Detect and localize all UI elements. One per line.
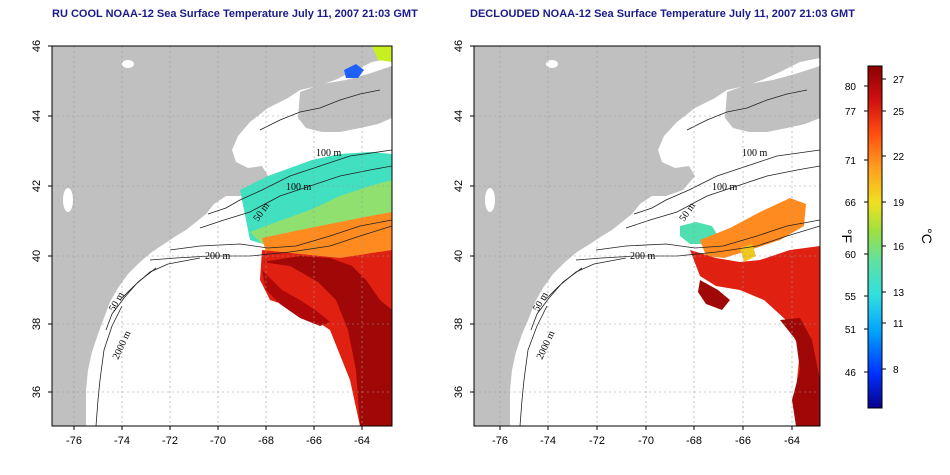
left-sst-blue-north xyxy=(344,64,364,78)
right-lon-tick: -70 xyxy=(638,435,654,447)
right-lon-tick: -68 xyxy=(686,435,702,447)
left-lake xyxy=(122,60,134,68)
celsius-tick: 19 xyxy=(893,198,905,209)
left-lat-tick: 38 xyxy=(31,318,43,330)
right-lon-tick: -64 xyxy=(784,435,800,447)
left-contour-label: 100 m xyxy=(316,148,342,159)
right-map-panel: 100 m 100 m 50 m 200 m 50 m 2000 m -76 -… xyxy=(453,40,821,447)
celsius-tick: 13 xyxy=(893,288,905,299)
right-lat-tick: 42 xyxy=(453,180,465,192)
right-lake xyxy=(546,60,558,68)
celsius-tick: 8 xyxy=(893,365,899,376)
right-sst-red xyxy=(690,246,820,426)
celsius-tick: 16 xyxy=(893,242,905,253)
left-contour-label: 100 m xyxy=(286,182,312,193)
right-sst-darkred xyxy=(698,280,820,426)
right-lon-tick: -74 xyxy=(540,435,556,447)
colorbar-ticks xyxy=(864,78,886,373)
right-nova-scotia xyxy=(725,66,820,132)
celsius-tick: 22 xyxy=(893,152,905,163)
celsius-tick: 25 xyxy=(893,107,905,118)
left-land-mass xyxy=(52,46,392,426)
celsius-unit-label: °C xyxy=(919,228,935,244)
fahrenheit-tick: 77 xyxy=(845,107,857,118)
right-sst-yellow xyxy=(740,244,756,262)
right-contour-label: 100 m xyxy=(712,182,738,193)
celsius-tick: 27 xyxy=(893,75,905,86)
right-tick-marks xyxy=(470,45,793,430)
right-lat-tick: 44 xyxy=(453,110,465,122)
fahrenheit-tick: 71 xyxy=(845,156,857,167)
right-contours xyxy=(519,89,820,426)
left-lon-tick: -76 xyxy=(66,435,82,447)
left-lon-tick: -66 xyxy=(306,435,322,447)
left-lake xyxy=(63,188,73,212)
fahrenheit-unit-label: °F xyxy=(839,229,855,243)
right-lat-tick: 40 xyxy=(453,250,465,262)
left-lat-tick: 40 xyxy=(31,250,43,262)
fahrenheit-tick: 55 xyxy=(845,292,857,303)
celsius-tick: 11 xyxy=(893,319,904,330)
left-lon-tick: -70 xyxy=(210,435,226,447)
colorbar-gradient xyxy=(867,65,883,409)
left-contours xyxy=(95,89,392,426)
right-lon-tick: -76 xyxy=(492,435,508,447)
right-contour-label: 200 m xyxy=(630,251,656,262)
left-sst-darkred-south xyxy=(262,270,330,326)
fahrenheit-tick: 51 xyxy=(845,325,857,336)
right-map-frame xyxy=(473,45,821,427)
left-lat-tick: 36 xyxy=(31,386,43,398)
left-tick-marks xyxy=(48,45,363,430)
left-map-panel: 100 m 100 m 50 m 200 m 50 m 2000 m -76 -… xyxy=(31,40,393,447)
left-lat-tick: 46 xyxy=(31,40,43,52)
fahrenheit-tick: 46 xyxy=(845,368,857,379)
left-lon-tick: -72 xyxy=(162,435,178,447)
fahrenheit-tick: 66 xyxy=(845,198,857,209)
right-lon-tick: -66 xyxy=(735,435,751,447)
left-lat-tick: 42 xyxy=(31,180,43,192)
left-lon-tick: -64 xyxy=(354,435,370,447)
left-gridlines xyxy=(52,46,392,426)
left-sst-yellow-ne xyxy=(372,46,392,62)
left-panel-title: RU COOL NOAA-12 Sea Surface Temperature … xyxy=(52,8,418,20)
right-land-mass xyxy=(474,46,820,426)
right-sst-orange xyxy=(700,198,806,258)
left-sst-green xyxy=(250,180,392,244)
fahrenheit-tick: 60 xyxy=(845,250,857,261)
right-lat-tick: 46 xyxy=(453,40,465,52)
right-lake xyxy=(485,188,495,212)
left-lon-tick: -68 xyxy=(258,435,274,447)
left-sst-darkred xyxy=(262,256,392,426)
temperature-colorbar: 80 77 71 66 60 55 51 46 27 25 22 19 16 1… xyxy=(839,65,935,409)
left-lat-tick: 44 xyxy=(31,110,43,122)
fahrenheit-tick: 80 xyxy=(845,82,857,93)
right-gridlines xyxy=(474,46,820,426)
right-lon-tick: -72 xyxy=(589,435,605,447)
left-map-frame xyxy=(51,45,393,427)
left-nova-scotia xyxy=(298,66,392,132)
right-panel-title: DECLOUDED NOAA-12 Sea Surface Temperatur… xyxy=(470,8,855,20)
right-lat-tick: 38 xyxy=(453,318,465,330)
right-contour-label: 100 m xyxy=(742,148,768,159)
left-lon-tick: -74 xyxy=(114,435,130,447)
right-lat-tick: 36 xyxy=(453,386,465,398)
